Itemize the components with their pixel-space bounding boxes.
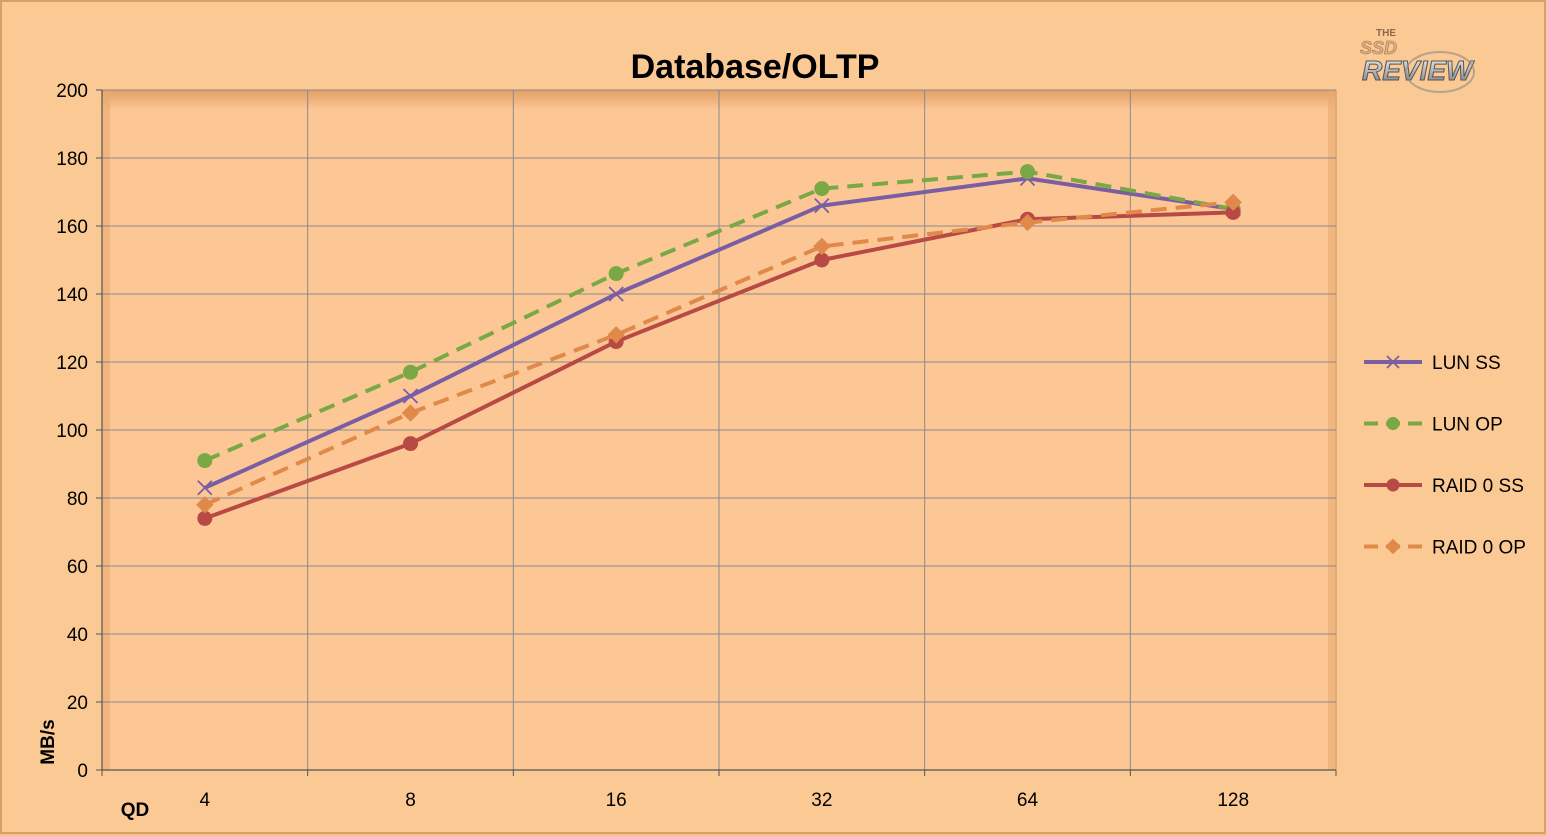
y-axis-title: MB/s (38, 719, 59, 764)
data-point (401, 404, 420, 422)
legend-label: RAID 0 OP (1432, 538, 1526, 559)
svg-text:SSD: SSD (1360, 38, 1397, 58)
data-point (608, 266, 624, 282)
series-line (204, 176, 1234, 490)
y-tick-label: 0 (77, 761, 88, 782)
series-raid-0-op (196, 193, 1242, 514)
data-point (1386, 355, 1400, 369)
y-tick-label: 100 (56, 421, 88, 442)
y-tick-label: 120 (56, 353, 88, 374)
data-point (1020, 164, 1035, 180)
data-point (1018, 213, 1037, 232)
data-point (1386, 417, 1400, 430)
the-ssd-review-logo: THE SSD REVIEW (1360, 28, 1476, 93)
data-point (1224, 193, 1242, 211)
y-tick-label: 200 (56, 81, 88, 102)
axes: 0 20 40 60 80 100 120 140 160 180 200 4 8 16 32 64 128 (56, 81, 1337, 811)
data-point (197, 480, 213, 496)
data-point (403, 364, 418, 380)
data-point (813, 237, 831, 256)
chart-title: Database/OLTP (631, 48, 880, 86)
y-tick-label: 160 (56, 217, 88, 238)
x-tick-label: 128 (1217, 790, 1249, 811)
data-point (814, 181, 830, 197)
y-tick-label: 180 (56, 149, 88, 170)
data-point (197, 453, 213, 469)
data-point (402, 388, 419, 404)
x-tick-label: 16 (606, 790, 627, 811)
legend-label: RAID 0 SS (1432, 476, 1524, 497)
legend-label: LUN SS (1432, 353, 1501, 374)
y-tick-label: 140 (56, 285, 88, 306)
series-line (204, 200, 1234, 507)
legend-label: LUN OP (1432, 415, 1503, 436)
y-tick-label: 80 (67, 489, 88, 510)
data-point (814, 197, 830, 214)
y-tick-label: 20 (67, 693, 88, 714)
svg-text:REVIEW: REVIEW (1362, 55, 1475, 86)
y-tick-label: 60 (67, 557, 88, 578)
x-tick-label: 32 (811, 790, 832, 811)
data-point (608, 286, 624, 302)
legend: LUN SS LUN OP RAID 0 SS RAID 0 OP (1364, 353, 1526, 559)
series-line (204, 169, 1234, 463)
legend-item: RAID 0 SS (1364, 476, 1524, 497)
data-point (607, 326, 625, 344)
svg-text:THE: THE (1376, 28, 1396, 39)
legend-item: RAID 0 OP (1364, 538, 1526, 559)
data-point (196, 496, 214, 514)
legend-item: LUN OP (1364, 415, 1503, 436)
x-tick-label: 64 (1017, 790, 1039, 811)
x-tick-label: 8 (405, 790, 416, 811)
x-axis-title: QD (121, 800, 150, 821)
series-layer (196, 164, 1242, 526)
legend-item: LUN SS (1364, 353, 1501, 374)
y-tick-label: 40 (67, 625, 88, 646)
x-tick-label: 4 (200, 790, 211, 811)
data-point (1386, 478, 1400, 492)
data-point (1385, 538, 1401, 555)
data-point (403, 436, 418, 452)
